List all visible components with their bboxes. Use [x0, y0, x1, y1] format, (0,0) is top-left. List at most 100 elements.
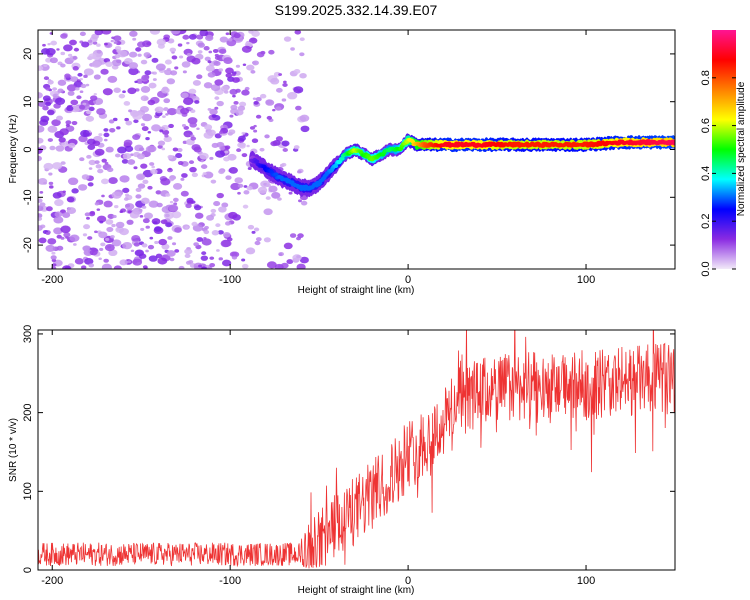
- spectrogram-noise-blob: [228, 129, 236, 135]
- spectrogram-noise-blob: [44, 101, 52, 107]
- spectrogram-noise-blob: [127, 87, 137, 95]
- spectrogram-noise-blob: [282, 147, 288, 152]
- spectrogram-ridge-segment: [273, 172, 279, 176]
- spectrogram-noise-blob: [57, 88, 64, 93]
- spectrogram-noise-blob: [100, 68, 109, 75]
- spectrogram-noise-blob: [255, 96, 262, 102]
- spectrogram-noise-blob: [230, 104, 238, 110]
- spectrogram-noise-blob: [265, 99, 275, 106]
- spectrogram-x-ticks: -200 -100 0 100: [41, 30, 595, 286]
- spectrogram-noise-blob: [268, 185, 278, 193]
- spectrogram-noise-blob: [288, 191, 293, 195]
- spectrogram-noise-blob: [219, 36, 229, 43]
- spectrogram-noise-blob: [149, 236, 154, 240]
- spectrogram-noise-blob: [295, 105, 302, 111]
- spectrogram-noise-blob: [83, 68, 94, 76]
- spectrogram-noise-blob: [241, 263, 249, 269]
- spectrogram-noise-blob: [160, 177, 171, 186]
- figure-title: S199.2025.332.14.39.E07: [275, 2, 438, 18]
- spectrogram-noise-blob: [197, 42, 205, 48]
- spectrogram-noise-blob: [272, 108, 276, 112]
- spectrogram-noise-blob: [142, 218, 150, 224]
- spectrogram-noise-blob: [113, 35, 122, 42]
- spectrogram-noise-blob: [112, 117, 118, 122]
- colorbar-tick-label: 0.6: [700, 118, 712, 133]
- spectrogram-noise-blob: [74, 258, 84, 265]
- spectrogram-noise-blob: [42, 95, 51, 102]
- spectrogram-noise-blob: [216, 249, 220, 252]
- spectrogram-noise-blob: [200, 255, 209, 261]
- spectrogram-noise-blob: [156, 202, 163, 208]
- spectrogram-noise-blob: [60, 51, 66, 56]
- spectrogram-noise-blob: [232, 94, 236, 98]
- spectrogram-noise-blob: [172, 183, 183, 190]
- spectrogram-noise-blob: [293, 86, 304, 94]
- spectrogram-noise-blob: [155, 253, 163, 259]
- spectrogram-noise-blob: [66, 207, 77, 215]
- spectrogram-noise-blob: [167, 236, 173, 240]
- spectrogram-noise-blob: [128, 67, 139, 76]
- spectrogram-noise-blob: [206, 129, 216, 137]
- spectrogram-noise-blob: [204, 56, 211, 62]
- spectrogram-noise-blob: [229, 114, 234, 118]
- spectrogram-noise-blob: [39, 202, 46, 207]
- spectrogram-noise-blob: [235, 64, 241, 68]
- spectrogram-noise-blob: [55, 145, 65, 152]
- colorbar-tick-label: 0.2: [700, 214, 712, 229]
- spectrogram-noise-blob: [221, 202, 229, 208]
- spectrogram-noise-blob: [60, 161, 66, 165]
- spectrogram-noise-blob: [169, 47, 177, 53]
- spectrogram-noise-blob: [231, 73, 236, 77]
- spectrogram-noise-blob: [72, 56, 78, 60]
- snr-plot-area: [38, 330, 675, 570]
- spectrogram-noise-blob: [60, 225, 71, 234]
- spectrogram-noise-blob: [226, 237, 233, 242]
- snr-y-tick-label: 200: [22, 403, 34, 421]
- spectrogram-noise-blob: [38, 178, 48, 185]
- spectrogram-y-ticks: -20 -10 0 10 20: [22, 48, 675, 253]
- spectrogram-noise-blob: [278, 73, 283, 76]
- spectrogram-noise-blob: [194, 204, 202, 211]
- spectrogram-noise-blob: [148, 200, 159, 208]
- spectrogram-noise-blob: [189, 166, 197, 173]
- spectrogram-noise-blob: [80, 129, 90, 138]
- spectrogram-noise-blob: [289, 233, 297, 238]
- spectrogram-noise-blob: [253, 100, 259, 105]
- colorbar-tick-label: 0.4: [700, 166, 712, 181]
- spectrogram-noise-blob: [265, 196, 271, 200]
- spectrogram-noise-blob: [128, 109, 133, 113]
- spectrogram-noise-blob: [47, 79, 54, 85]
- spectrogram-noise-blob: [131, 235, 141, 242]
- spectrogram-noise-blob: [181, 61, 191, 68]
- spectrogram-noise-blob: [201, 238, 212, 246]
- spectrogram-noise-blob: [45, 48, 56, 56]
- spectrogram-noise-blob: [143, 212, 154, 220]
- spectrogram-noise-blob: [154, 226, 162, 232]
- spectrogram-noise-blob: [135, 47, 142, 52]
- spectrogram-noise-blob: [233, 32, 241, 39]
- spectrogram-noise-blob: [246, 185, 253, 191]
- spectrogram-noise-blob: [268, 49, 275, 55]
- spectrogram-noise-blob: [217, 230, 224, 235]
- spectrogram-noise-blob: [184, 132, 191, 138]
- spectrogram-noise-blob: [110, 235, 115, 239]
- spectrogram-noise-blob: [300, 125, 310, 133]
- spectrogram-noise-blob: [117, 146, 127, 154]
- spectrogram-noise-blob: [123, 139, 133, 147]
- spectrogram-noise-blob: [106, 226, 114, 232]
- spectrogram-noise-blob: [110, 39, 114, 43]
- spectrogram-noise-blob: [168, 123, 174, 129]
- spectrogram-noise-blob: [57, 79, 67, 86]
- spectrogram-noise-blob: [47, 238, 57, 245]
- spectrogram-noise-blob: [129, 211, 140, 219]
- colorbar-tick-label: 0.0: [700, 261, 712, 276]
- spectrogram-noise-blob: [219, 146, 226, 151]
- spectrogram-noise-blob: [103, 128, 109, 132]
- spectrogram-x-tick-label: 100: [577, 274, 595, 286]
- spectrogram-noise-blob: [154, 106, 164, 114]
- spectrogram-noise-blob: [208, 50, 213, 54]
- spectrogram-noise-blob: [38, 92, 43, 99]
- spectrogram-noise-blob: [210, 84, 221, 92]
- spectrogram-noise-blob: [53, 216, 64, 224]
- spectrogram-noise-blob: [147, 145, 157, 153]
